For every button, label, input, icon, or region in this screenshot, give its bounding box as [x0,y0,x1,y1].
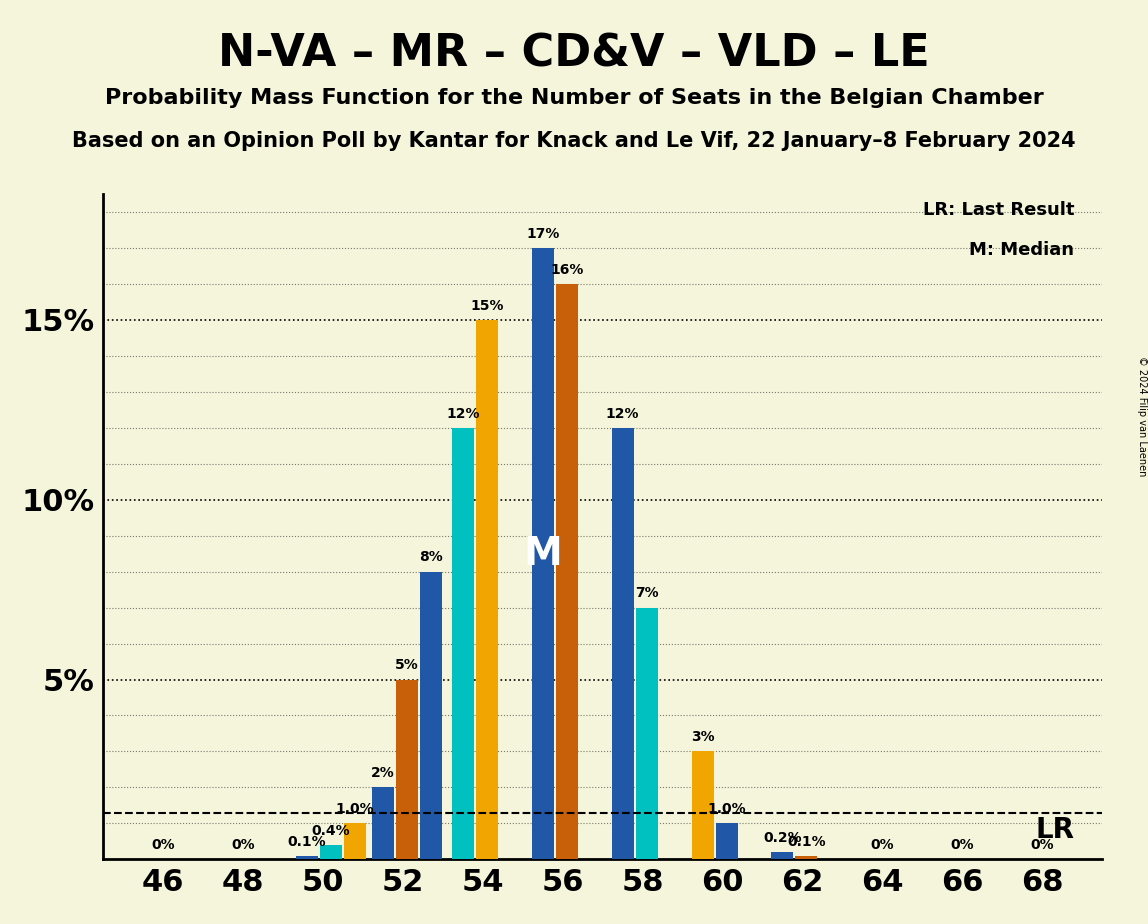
Bar [296,856,318,859]
Bar [420,572,442,859]
Text: Probability Mass Function for the Number of Seats in the Belgian Chamber: Probability Mass Function for the Number… [104,88,1044,108]
Bar [344,823,366,859]
Text: 2%: 2% [371,766,395,780]
Text: 15%: 15% [470,298,504,312]
Text: 17%: 17% [526,226,559,241]
Text: 1.0%: 1.0% [707,802,746,816]
Bar [796,856,817,859]
Text: M: M [523,535,563,573]
Bar [396,679,418,859]
Text: 7%: 7% [635,587,659,601]
Bar [691,751,714,859]
Bar [771,852,793,859]
Bar [476,320,498,859]
Text: 0.1%: 0.1% [288,834,326,848]
Text: 0%: 0% [870,838,894,852]
Text: 0%: 0% [152,838,174,852]
Text: 0.2%: 0.2% [763,831,801,845]
Text: 0%: 0% [1031,838,1054,852]
Text: N-VA – MR – CD&V – VLD – LE: N-VA – MR – CD&V – VLD – LE [218,32,930,76]
Bar [532,248,553,859]
Bar [636,608,658,859]
Bar [715,823,737,859]
Bar [372,787,394,859]
Text: 16%: 16% [550,262,583,277]
Bar [452,428,474,859]
Text: 0.1%: 0.1% [788,834,825,848]
Text: Based on an Opinion Poll by Kantar for Knack and Le Vif, 22 January–8 February 2: Based on an Opinion Poll by Kantar for K… [72,131,1076,152]
Text: © 2024 Filip van Laenen: © 2024 Filip van Laenen [1138,356,1147,476]
Text: 3%: 3% [691,730,714,744]
Text: 12%: 12% [447,407,480,420]
Text: LR: LR [1035,816,1075,845]
Text: 5%: 5% [395,658,419,673]
Bar [612,428,634,859]
Text: 0%: 0% [232,838,255,852]
Bar [320,845,342,859]
Text: LR: Last Result: LR: Last Result [923,201,1075,219]
Text: M: Median: M: Median [969,241,1075,259]
Bar [556,284,577,859]
Text: 8%: 8% [419,551,443,565]
Text: 1.0%: 1.0% [335,802,374,816]
Text: 0.4%: 0.4% [312,823,350,838]
Text: 0%: 0% [951,838,974,852]
Text: 12%: 12% [606,407,639,420]
